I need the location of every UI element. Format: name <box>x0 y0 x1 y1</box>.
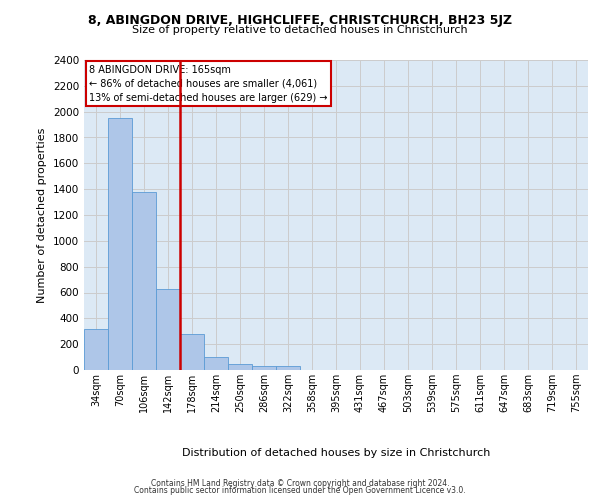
Text: 8, ABINGDON DRIVE, HIGHCLIFFE, CHRISTCHURCH, BH23 5JZ: 8, ABINGDON DRIVE, HIGHCLIFFE, CHRISTCHU… <box>88 14 512 27</box>
Text: 8 ABINGDON DRIVE: 165sqm
← 86% of detached houses are smaller (4,061)
13% of sem: 8 ABINGDON DRIVE: 165sqm ← 86% of detach… <box>89 64 328 102</box>
Bar <box>180 334 204 370</box>
Bar <box>156 288 180 370</box>
Bar <box>252 366 276 370</box>
Bar <box>132 192 156 370</box>
Text: Contains HM Land Registry data © Crown copyright and database right 2024.: Contains HM Land Registry data © Crown c… <box>151 478 449 488</box>
Bar <box>228 364 252 370</box>
Text: Size of property relative to detached houses in Christchurch: Size of property relative to detached ho… <box>132 25 468 35</box>
Bar <box>276 366 300 370</box>
Text: Contains public sector information licensed under the Open Government Licence v3: Contains public sector information licen… <box>134 486 466 495</box>
Bar <box>204 357 228 370</box>
Text: Distribution of detached houses by size in Christchurch: Distribution of detached houses by size … <box>182 448 490 458</box>
Y-axis label: Number of detached properties: Number of detached properties <box>37 128 47 302</box>
Bar <box>84 328 108 370</box>
Bar <box>108 118 132 370</box>
